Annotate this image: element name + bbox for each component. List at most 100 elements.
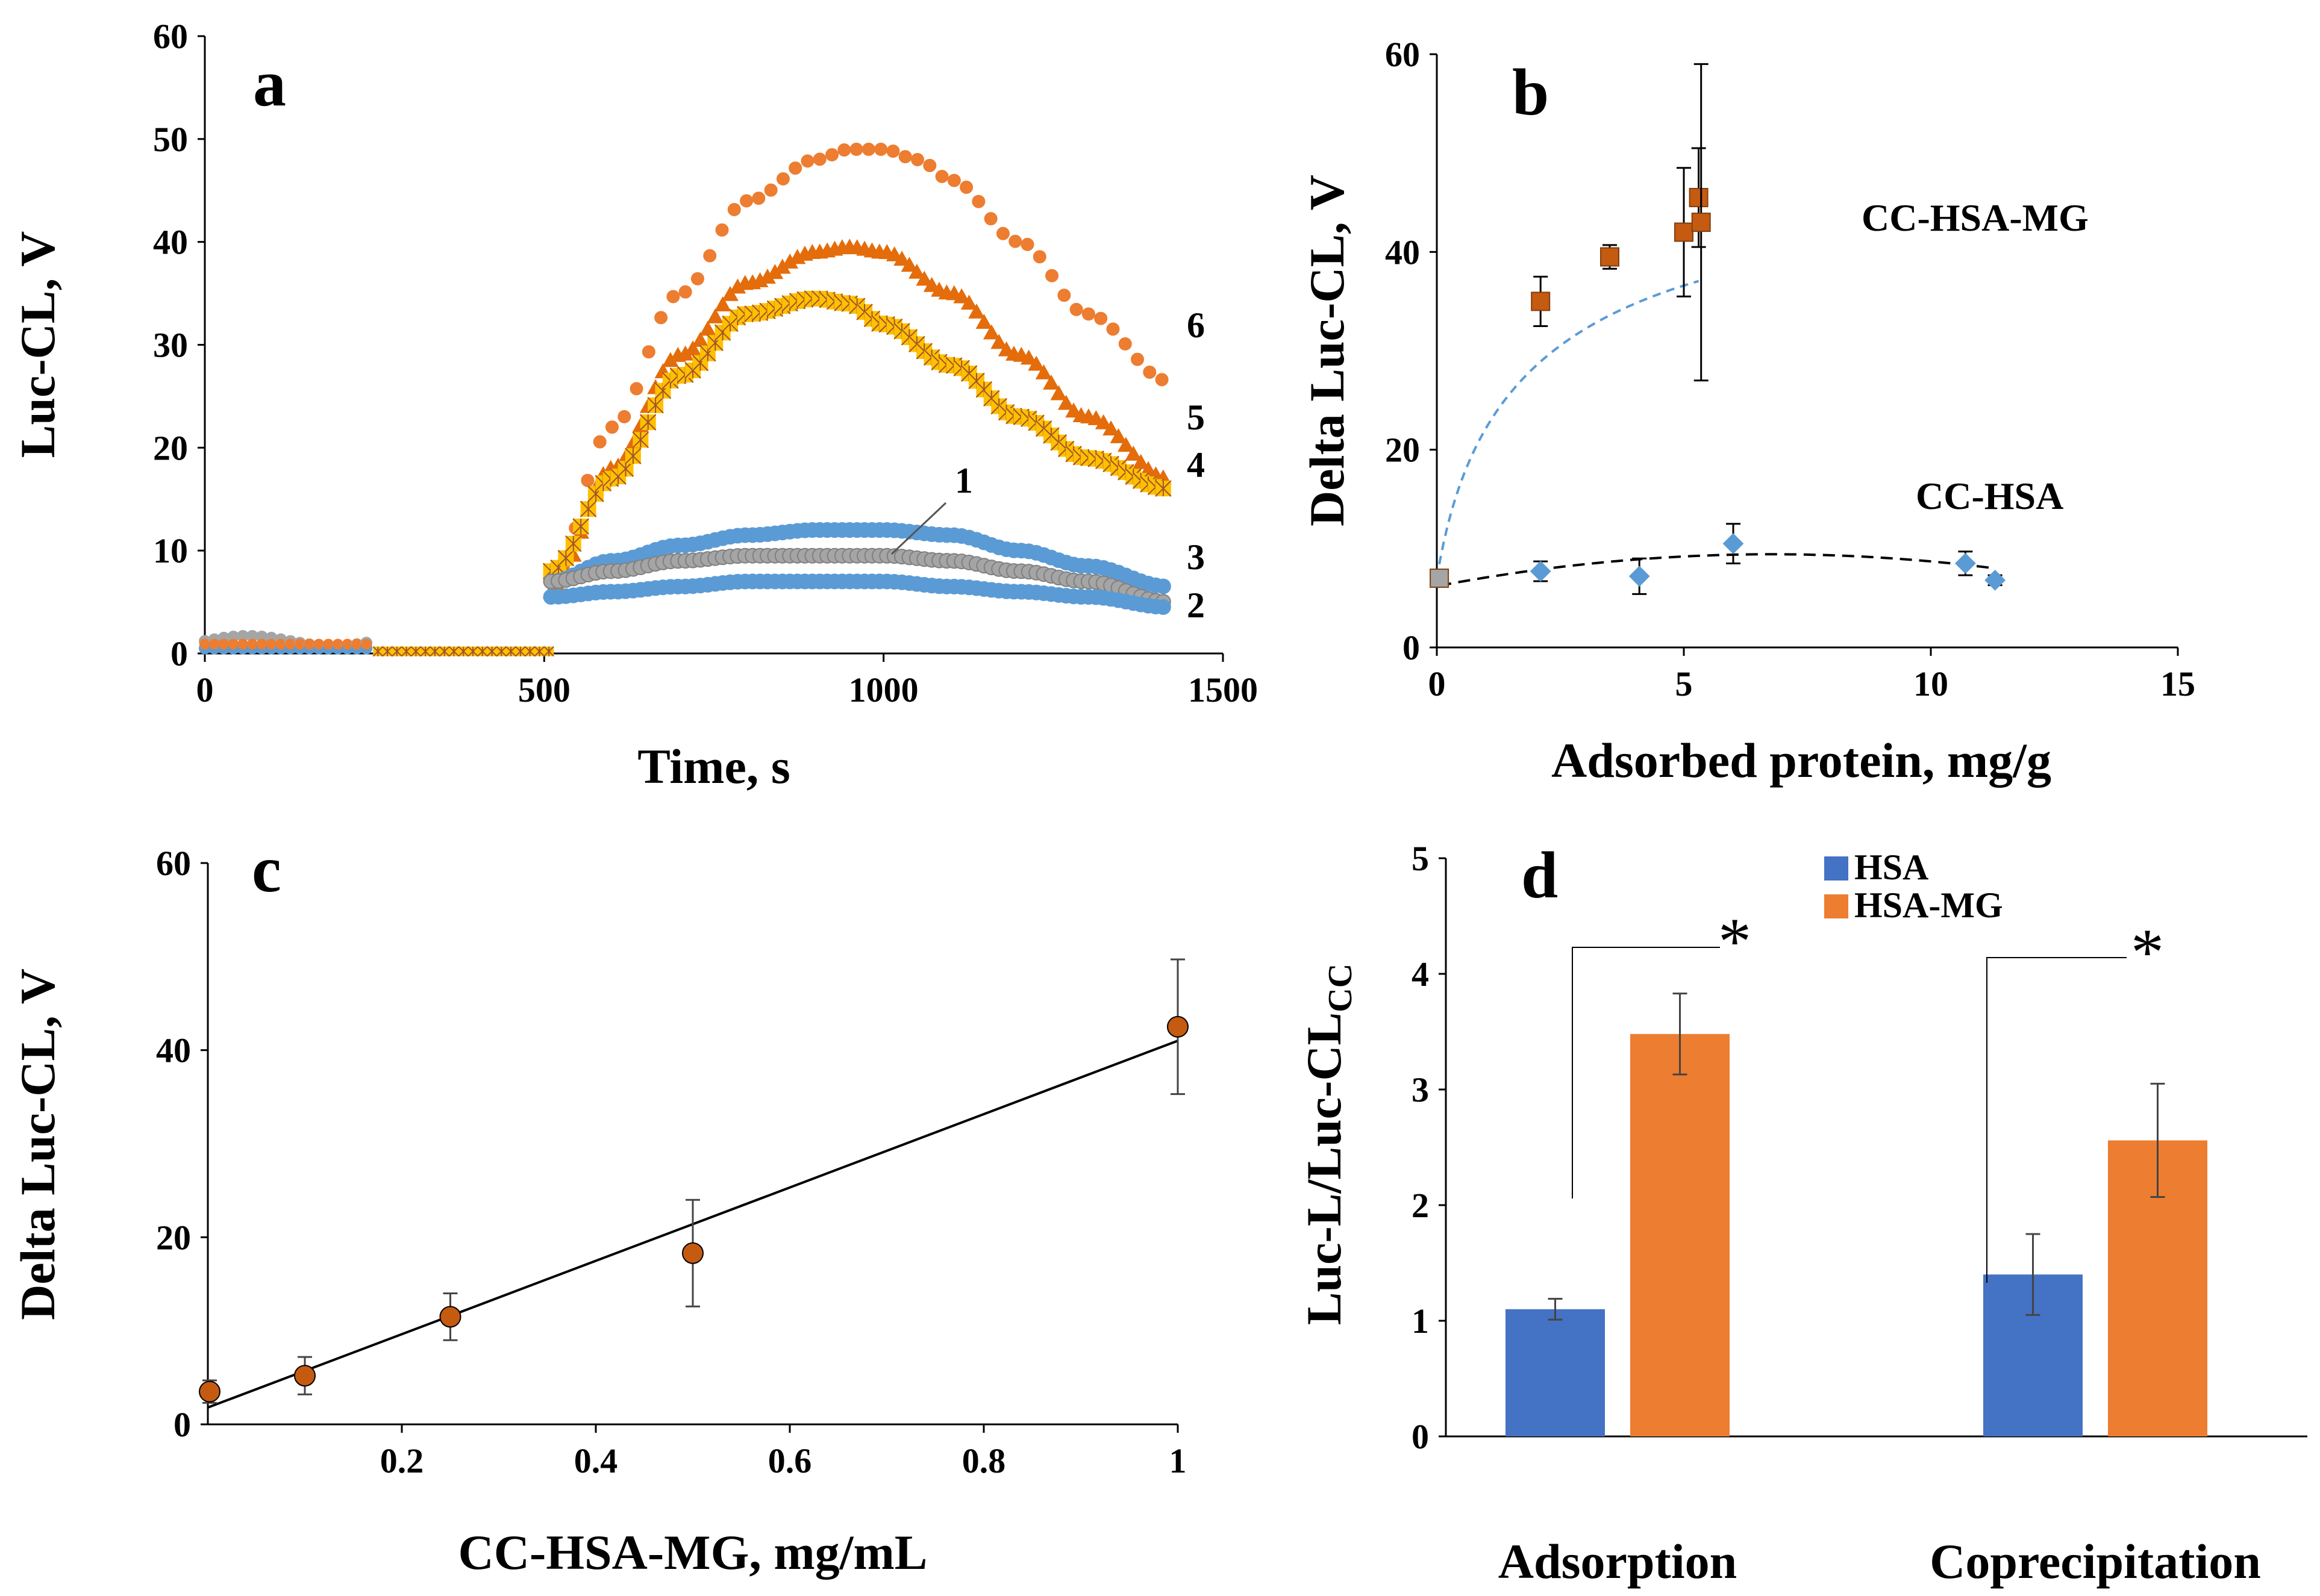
baseline-marker <box>372 646 384 657</box>
panel-a-xtick-label: 500 <box>518 670 571 709</box>
panel-a-point-series-6 <box>642 345 655 359</box>
panel-a-ytick-label: 0 <box>170 634 188 673</box>
panel-a-point-series-6 <box>1143 366 1157 379</box>
baseline-marker <box>458 646 469 657</box>
panel-b-point-cc-hsa-mg <box>1691 213 1711 232</box>
panel-a-point-series-2 <box>1155 599 1171 615</box>
panel-a-baseline <box>199 630 554 657</box>
panel-a-point-series-5 <box>1102 420 1119 436</box>
panel-a-point-series-6 <box>1094 311 1108 325</box>
panel-b-label: b <box>1512 55 1549 129</box>
baseline-marker <box>275 638 287 650</box>
panel-d-ytick-label: 5 <box>1412 839 1429 878</box>
panel-b-xtick-label: 0 <box>1428 664 1446 703</box>
legend-label-hsa-mg: HSA-MG <box>1854 885 2003 925</box>
baseline-marker <box>420 646 431 657</box>
panel-a-annotation-label: 1 <box>955 461 973 500</box>
panel-a-point-series-6 <box>837 143 851 157</box>
baseline-marker <box>256 638 267 650</box>
panel-a-ytick-label: 10 <box>153 531 188 570</box>
baseline-marker <box>410 646 422 657</box>
baseline-marker <box>294 638 305 650</box>
panel-a-point-series-6 <box>1033 250 1046 264</box>
panel-a-point-series-6 <box>1045 269 1059 282</box>
panel-a-x-axis-title: Time, s <box>637 739 790 794</box>
panel-a-point-series-6 <box>911 153 924 166</box>
panel-b-xtick-label: 5 <box>1675 664 1693 703</box>
baseline-marker <box>199 638 210 650</box>
panel-a-point-series-6 <box>593 435 607 449</box>
panel-a-series-5 <box>542 238 1172 599</box>
panel-a-point-series-5 <box>953 288 971 304</box>
panel-a-point-series-6 <box>849 142 863 156</box>
panel-c-point <box>1167 1015 1189 1038</box>
panel-a-xtick-label: 1000 <box>849 670 919 709</box>
panel-c-y-axis-title: Delta Luc-CL, V <box>10 968 65 1320</box>
panel-a-label: a <box>253 46 286 120</box>
panel-b-xtick-label: 15 <box>2160 664 2195 703</box>
panel-a-point-series-5 <box>1110 428 1127 443</box>
panel-b-point-cc-hsa-mg <box>1674 222 1693 242</box>
panel-c-point <box>682 1242 704 1264</box>
panel-c-xtick-label: 0.6 <box>768 1441 812 1480</box>
panel-c-ytick-label: 60 <box>156 844 191 883</box>
baseline-marker <box>543 646 554 657</box>
panel-b-x-axis-title: Adsorbed protein, mg/g <box>1551 733 2051 788</box>
panel-a-point-series-6 <box>581 473 595 487</box>
legend-label-hsa: HSA <box>1854 847 1928 887</box>
panel-a-point-series-5 <box>699 320 716 336</box>
panel-a-point-series-6 <box>715 223 729 237</box>
panel-a-point-series-4 <box>1155 480 1172 497</box>
panel-a-point-series-6 <box>630 382 643 396</box>
panel-a-point-series-5 <box>908 263 925 279</box>
series-label-cc-hsa-mg: CC-HSA-MG <box>1862 196 2089 239</box>
panel-a-ytick-label: 40 <box>153 223 188 262</box>
panel-a-point-series-5 <box>975 314 993 329</box>
panel-a-point-series-5 <box>1118 437 1134 452</box>
baseline-marker <box>246 638 258 650</box>
panel-a-point-series-4 <box>625 447 642 464</box>
panel-a-series-2 <box>543 573 1171 615</box>
panel-a-point-series-6 <box>666 290 680 304</box>
panel-a-point-series-6 <box>654 311 668 325</box>
panel-b-series-cc-hsa-mg <box>1531 63 1711 382</box>
panel-b-point-cc-hsa-mg <box>1600 247 1619 267</box>
panel-a-point-series-6 <box>1155 373 1169 387</box>
panel-a-annotation-leader <box>890 502 947 555</box>
panel-a-point-series-5 <box>901 257 918 272</box>
baseline-marker <box>342 638 353 650</box>
panel-a-point-series-6 <box>776 172 790 186</box>
trendline-cc-hsa-mg <box>1438 279 1699 565</box>
panel-a-point-series-6 <box>740 194 754 208</box>
panel-d-ytick-label: 3 <box>1412 1070 1429 1109</box>
panel-a-point-series-4 <box>572 518 589 535</box>
panel-a-point-series-5 <box>1125 445 1142 461</box>
panel-a-point-series-4 <box>565 535 582 552</box>
panel-a-point-series-6 <box>1069 302 1083 316</box>
baseline-marker <box>534 646 545 657</box>
panel-c-ytick-label: 20 <box>156 1218 191 1257</box>
baseline-marker <box>486 646 498 657</box>
panel-a-point-series-5 <box>990 334 1008 349</box>
panel-d-ytick-label: 4 <box>1412 955 1429 994</box>
baseline-marker <box>323 638 334 650</box>
panel-c-label: c <box>252 832 281 906</box>
panel-b-xtick-label: 10 <box>1913 664 1948 703</box>
panel-a-point-series-6 <box>935 169 949 183</box>
panel-d-ytick-label: 2 <box>1412 1186 1429 1225</box>
panel-a-point-series-4 <box>580 500 597 517</box>
panel-c-chart: 0 20 40 60 0.2 0.4 0.6 0.8 1 c CC-HSA-MG, mg/mL… <box>10 832 1189 1580</box>
panel-a-point-series-4 <box>647 397 664 414</box>
legend-swatch-hsa-mg <box>1824 894 1848 918</box>
panel-b-series-control <box>1430 569 1449 588</box>
baseline-marker <box>382 646 393 657</box>
panel-a-point-series-5 <box>1020 349 1037 365</box>
panel-a-point-series-4 <box>640 414 657 431</box>
bar-hsa-adsorption <box>1505 1309 1605 1436</box>
legend-swatch-hsa <box>1824 856 1848 881</box>
panel-a-point-series-6 <box>764 183 778 197</box>
panel-a-point-series-6 <box>605 420 619 434</box>
panel-a-point-series-6 <box>1008 234 1022 248</box>
panel-c-xtick-label: 0.2 <box>380 1441 424 1480</box>
